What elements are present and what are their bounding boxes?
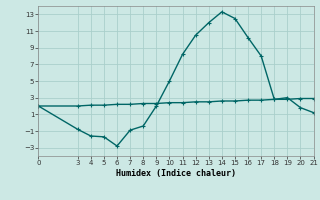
X-axis label: Humidex (Indice chaleur): Humidex (Indice chaleur) <box>116 169 236 178</box>
